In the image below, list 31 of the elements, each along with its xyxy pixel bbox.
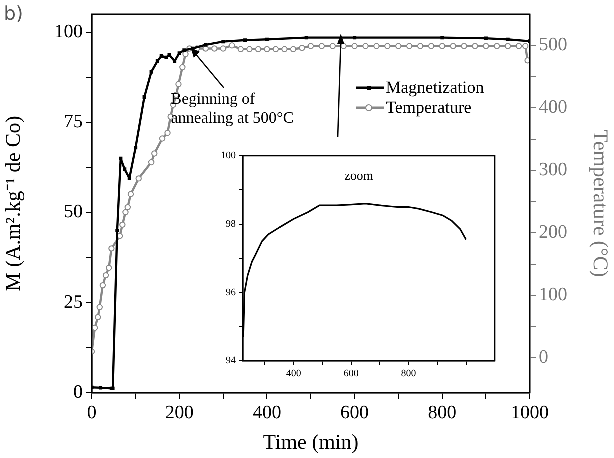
y2-tick-label: 300 [539, 160, 568, 181]
annotation: Beginning of annealing at 500°C [171, 90, 295, 128]
x-tick-label: 1000 [511, 402, 549, 424]
y-tick-label: 25 [64, 292, 83, 313]
y2-tick-label: 400 [539, 97, 568, 118]
y-tick-label: 96 [226, 287, 236, 298]
y2-tick-label: 200 [539, 222, 568, 244]
x-tick-label: 400 [286, 368, 302, 380]
y-tick-label: 50 [64, 202, 83, 223]
y2-tick-label: 500 [539, 34, 568, 56]
y-tick-label: 98 [226, 218, 236, 230]
y-tick-label: 75 [64, 112, 83, 133]
y-tick-label: 0 [74, 382, 83, 403]
y-tick-label: 100 [54, 21, 83, 42]
x-tick-label: 200 [165, 402, 194, 424]
y2-axis-title: Temperature (°C) [588, 130, 613, 278]
x-tick-label: 800 [428, 402, 457, 424]
y2-tick-label: 100 [539, 284, 568, 306]
x-tick-label: 600 [344, 368, 359, 380]
x-tick-label: 800 [401, 368, 416, 380]
text: b) [4, 3, 24, 25]
x-tick-label: 600 [340, 402, 370, 424]
y-tick-label: 100 [221, 150, 236, 162]
legend-label: Temperature [386, 98, 472, 118]
y-axis-title: M (A.m².kg⁻¹ de Co) [1, 116, 26, 292]
x-tick-label: 400 [252, 402, 282, 424]
text: zoom [344, 168, 374, 183]
legend-label: Magnetization [386, 78, 484, 98]
x-tick-label: 0 [87, 402, 97, 424]
x-axis-title: Time (min) [263, 430, 359, 454]
y-tick-label: 94 [226, 356, 236, 367]
